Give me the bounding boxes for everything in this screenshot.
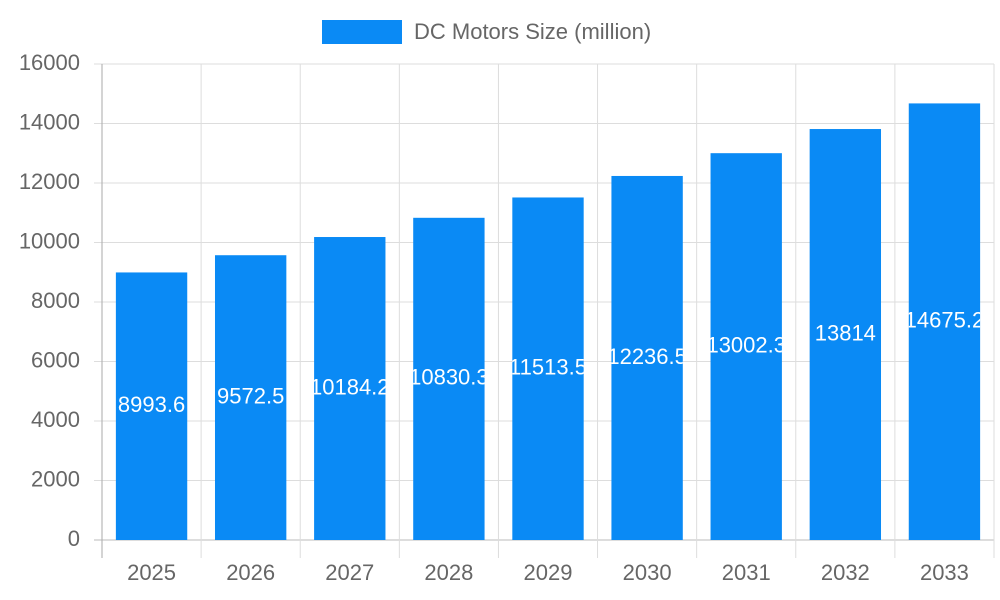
x-tick-label: 2027 <box>325 560 374 585</box>
x-tick-label: 2033 <box>920 560 969 585</box>
legend-label: DC Motors Size (million) <box>414 19 651 44</box>
y-tick-label: 10000 <box>19 228 80 253</box>
data-label: 11513.5 <box>509 355 587 380</box>
bar <box>314 237 386 540</box>
x-tick-label: 2028 <box>424 560 473 585</box>
y-tick-label: 0 <box>68 526 80 551</box>
bar <box>512 197 584 540</box>
x-tick-label: 2032 <box>821 560 870 585</box>
data-label: 14675.2 <box>905 308 985 333</box>
data-label: 8993.6 <box>118 392 185 417</box>
bar <box>908 103 981 540</box>
legend-swatch <box>322 20 402 44</box>
x-tick-label: 2030 <box>623 560 672 585</box>
bar <box>413 217 485 540</box>
data-label: 13814 <box>815 320 876 345</box>
y-tick-label: 4000 <box>31 407 80 432</box>
y-tick-label: 14000 <box>19 109 80 134</box>
data-label: 10184.2 <box>310 374 390 399</box>
data-label: 12236.5 <box>607 344 687 369</box>
y-tick-label: 12000 <box>19 169 80 194</box>
bar <box>710 153 782 540</box>
y-tick-label: 8000 <box>31 288 80 313</box>
data-label: 9572.5 <box>217 383 284 408</box>
y-tick-label: 16000 <box>19 50 80 75</box>
y-tick-label: 2000 <box>31 466 80 491</box>
y-tick-label: 6000 <box>31 347 80 372</box>
x-tick-label: 2025 <box>127 560 176 585</box>
bar <box>809 129 882 540</box>
bar <box>115 272 188 540</box>
bar <box>214 255 287 540</box>
x-tick-label: 2026 <box>226 560 275 585</box>
data-label: 13002.3 <box>706 332 786 357</box>
x-tick-label: 2031 <box>722 560 771 585</box>
x-tick-label: 2029 <box>524 560 573 585</box>
data-label: 10830.3 <box>409 365 489 390</box>
bar <box>611 175 683 541</box>
